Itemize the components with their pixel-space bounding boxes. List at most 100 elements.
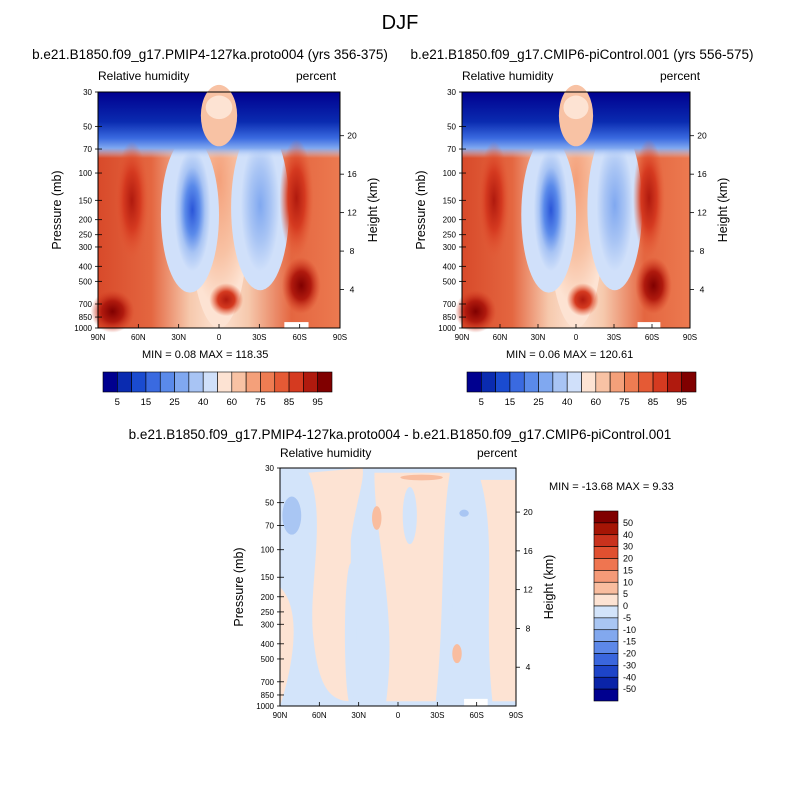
colorbar-label: -30 xyxy=(623,660,636,670)
colorbar-swatch xyxy=(593,581,619,595)
colorbar-swatch xyxy=(593,688,619,702)
colorbar-swatch xyxy=(174,371,190,393)
diff-positive-spot xyxy=(452,644,462,664)
x-tick-label: 0 xyxy=(396,711,401,720)
panel-title: b.e21.B1850.f09_g17.PMIP4-127ka.proto004… xyxy=(32,47,388,62)
midlat-moist-n xyxy=(477,141,510,260)
subtropical-dry-core-s xyxy=(596,139,633,272)
colorbar-swatch xyxy=(288,371,304,393)
y-tick-label: 50 xyxy=(83,122,92,131)
y-tick-label: 1000 xyxy=(74,324,92,333)
y-tick-label: 150 xyxy=(261,573,275,582)
colorbar-swatch xyxy=(593,534,619,547)
colorbar-swatch xyxy=(593,570,619,583)
colorbar-swatch xyxy=(131,371,147,393)
colorbar-label: -50 xyxy=(623,684,636,694)
x-tick-label: 30S xyxy=(252,333,266,342)
colorbar-swatch xyxy=(145,371,161,393)
diff-negative-streak xyxy=(344,563,357,706)
y2-tick-label: 12 xyxy=(697,208,707,218)
colorbar-label: 20 xyxy=(623,554,633,564)
panel-3-plot: 305070100150200250300400500700850100090N… xyxy=(232,464,636,720)
missing-data-patch xyxy=(637,322,661,328)
colorbar-swatch xyxy=(552,371,568,393)
colorbar-label: 5 xyxy=(115,397,120,408)
y2-tick-label: 12 xyxy=(523,585,533,595)
min-max-text: MIN = -13.68 MAX = 9.33 xyxy=(549,481,674,493)
colorbar-swatch xyxy=(681,371,697,393)
x-tick-label: 60N xyxy=(493,333,508,342)
y-tick-label: 150 xyxy=(443,196,457,205)
colorbar-swatch xyxy=(274,371,290,393)
colorbar-swatch xyxy=(523,371,539,393)
colorbar-label: 30 xyxy=(623,542,633,552)
colorbar-swatch xyxy=(481,371,496,393)
x-tick-label: 90S xyxy=(509,711,523,720)
y-tick-label: 500 xyxy=(79,277,93,286)
colorbar-label: 60 xyxy=(227,397,238,408)
y-tick-label: 50 xyxy=(265,499,274,508)
colorbar-label: 15 xyxy=(141,397,152,408)
x-tick-label: 60N xyxy=(312,711,327,720)
colorbar-swatch xyxy=(638,371,654,393)
colorbar-swatch xyxy=(581,371,597,393)
min-max-text: MIN = 0.08 MAX = 118.35 xyxy=(142,349,269,361)
colorbar-label: 85 xyxy=(648,397,659,408)
diff-negative-spot xyxy=(459,509,469,517)
colorbar-swatch xyxy=(188,371,204,393)
subtropical-dry-core-n xyxy=(533,148,569,272)
y-tick-label: 1000 xyxy=(256,702,274,711)
subtropical-dry-core-n xyxy=(174,148,211,272)
colorbar-swatch xyxy=(495,371,511,393)
x-tick-label: 60S xyxy=(293,333,307,342)
x-tick-label: 0 xyxy=(574,333,579,342)
colorbar-swatch xyxy=(159,371,175,393)
arctic-surface-moist xyxy=(90,290,135,333)
x-tick-label: 90N xyxy=(455,333,470,342)
colorbar-label: 0 xyxy=(623,601,628,611)
colorbar-swatch xyxy=(466,371,482,393)
diff-positive-spot xyxy=(372,506,382,530)
y-tick-label: 250 xyxy=(79,231,93,240)
y-tick-label: 70 xyxy=(447,145,456,154)
colorbar-swatch xyxy=(538,371,554,393)
x-tick-label: 60S xyxy=(645,333,659,342)
y-tick-label: 200 xyxy=(261,593,275,602)
colorbar-label: 50 xyxy=(623,518,633,528)
y2-axis-title: Height (km) xyxy=(366,178,380,243)
midlat-moist-n xyxy=(114,141,149,260)
y2-tick-label: 8 xyxy=(700,246,705,256)
y-tick-label: 100 xyxy=(261,546,275,555)
colorbar-label: 60 xyxy=(591,397,602,408)
units-label: percent xyxy=(296,69,337,83)
y-tick-label: 700 xyxy=(443,300,457,309)
colorbar-swatch xyxy=(317,371,333,393)
y-tick-label: 70 xyxy=(83,145,92,154)
colorbar-swatch xyxy=(593,510,619,524)
tropopause-moist-tongue-top xyxy=(205,95,233,120)
colorbar-swatch xyxy=(593,522,619,536)
colorbar-label: 40 xyxy=(623,530,633,540)
colorbar-swatch xyxy=(260,371,276,393)
diff-positive-region xyxy=(374,472,450,702)
diff-negative-spot xyxy=(282,496,302,535)
x-tick-label: 60S xyxy=(470,711,484,720)
panel-title: b.e21.B1850.f09_g17.PMIP4-127ka.proto004… xyxy=(128,427,672,442)
colorbar-label: -15 xyxy=(623,637,636,647)
colorbar-swatch xyxy=(217,371,233,393)
tropopause-moist-tongue-top xyxy=(563,95,589,120)
colorbar-swatch xyxy=(595,371,611,393)
y-tick-label: 400 xyxy=(261,640,275,649)
units-label: percent xyxy=(660,69,701,83)
x-tick-label: 90N xyxy=(273,711,288,720)
y2-tick-label: 12 xyxy=(347,208,357,218)
colorbar-label: 75 xyxy=(255,397,266,408)
colorbar-label: 15 xyxy=(505,397,516,408)
y-tick-label: 300 xyxy=(261,620,275,629)
x-tick-label: 60N xyxy=(131,333,146,342)
colorbar-swatch xyxy=(609,371,625,393)
arctic-surface-moist xyxy=(455,290,497,333)
colorbar-label: 75 xyxy=(619,397,630,408)
units-label: percent xyxy=(477,446,518,460)
